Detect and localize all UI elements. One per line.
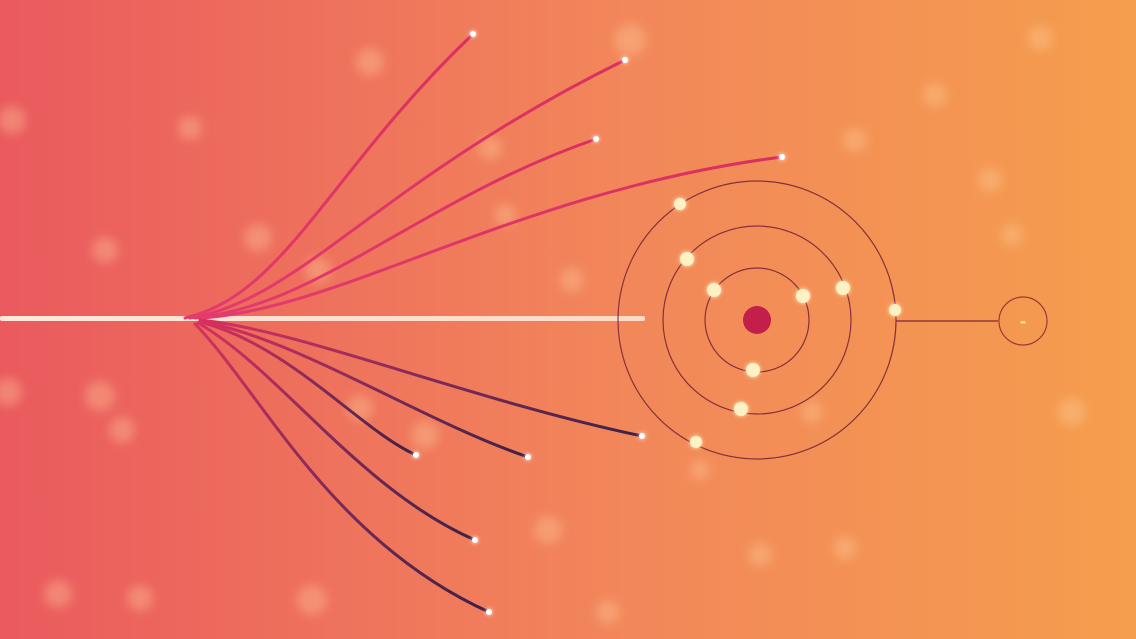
- endpoint-dot: [470, 31, 476, 37]
- orbit-outer: [617, 180, 897, 460]
- endpoint-dot: [779, 154, 785, 160]
- electron: [680, 252, 694, 266]
- electron: [796, 289, 810, 303]
- orbit-middle: [662, 225, 852, 415]
- ion-ring: [998, 296, 1048, 346]
- bokeh-particles: [0, 24, 1086, 624]
- strand-endpoints: [413, 31, 785, 615]
- endpoint-dot: [622, 57, 628, 63]
- strand-up-3: [193, 137, 598, 320]
- electron: [746, 363, 760, 377]
- endpoint-dot: [472, 537, 478, 543]
- lower-strands: [193, 318, 644, 614]
- electron: [674, 198, 686, 210]
- electron: [836, 281, 850, 295]
- upper-strands: [183, 32, 784, 320]
- light-beam: [0, 316, 645, 321]
- electron: [707, 283, 721, 297]
- endpoint-dot: [593, 136, 599, 142]
- endpoint-dot: [639, 433, 645, 439]
- strand-up-2: [188, 58, 627, 320]
- atom: -: [617, 180, 1048, 460]
- electron: [690, 436, 702, 448]
- endpoint-dot: [413, 452, 419, 458]
- strand-down-1: [198, 318, 644, 438]
- nucleus: [743, 306, 771, 334]
- endpoint-dot: [525, 454, 531, 460]
- electron: [734, 402, 748, 416]
- strand-up-4: [198, 155, 784, 320]
- strand-down-2: [198, 319, 530, 459]
- electrons: [674, 198, 901, 448]
- strand-up-1: [183, 32, 475, 320]
- strand-down-3: [198, 320, 418, 457]
- ion-label: -: [1020, 312, 1027, 331]
- electron: [889, 304, 901, 316]
- endpoint-dot: [486, 609, 492, 615]
- strand-down-5: [193, 322, 491, 614]
- strand-down-4: [196, 321, 477, 542]
